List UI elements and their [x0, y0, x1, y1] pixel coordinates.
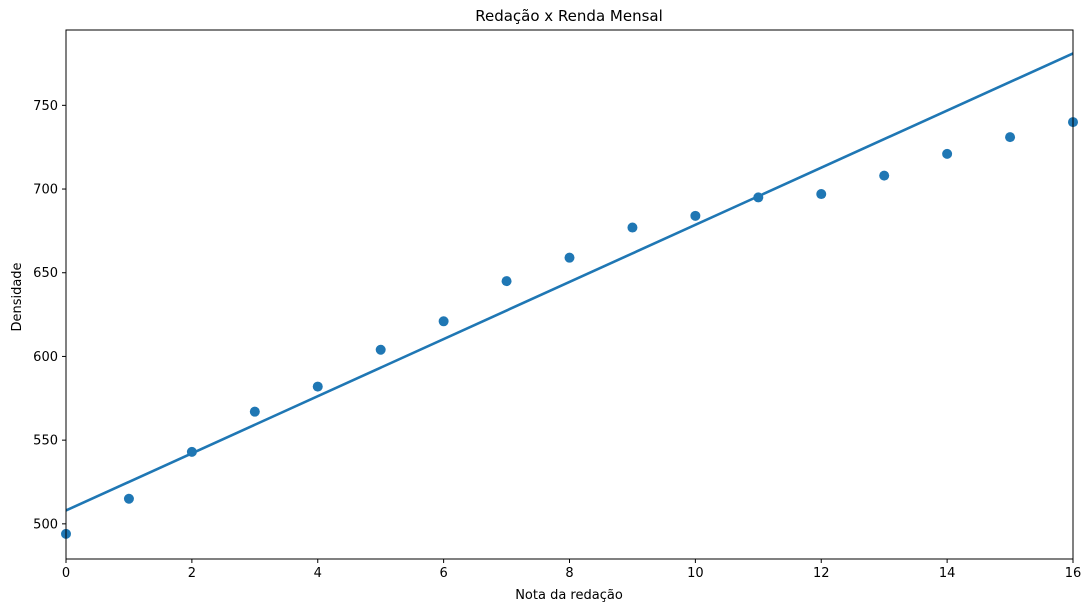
x-tick-label: 14 — [939, 566, 956, 581]
data-point — [438, 316, 449, 327]
y-tick-label: 650 — [33, 266, 58, 281]
x-tick-label: 12 — [813, 566, 830, 581]
plot-content — [66, 52, 1073, 512]
data-point — [753, 192, 764, 203]
y-axis-label: Densidade — [10, 262, 25, 331]
plot-area: 0 2 4 6 8 10 12 14 16 500 550 600 650 700 750 — [33, 29, 1082, 581]
x-tick-label: 6 — [439, 566, 447, 581]
data-point — [942, 148, 953, 159]
data-point — [312, 381, 323, 392]
y-tick-label: 500 — [33, 517, 58, 532]
axes-frame — [65, 29, 1074, 560]
data-point — [186, 446, 197, 457]
data-point — [690, 210, 701, 221]
data-point — [1005, 132, 1016, 143]
x-tick-label: 4 — [314, 566, 322, 581]
data-point — [375, 344, 386, 355]
data-point — [249, 406, 260, 417]
x-axis-label: Nota da redação — [515, 588, 623, 603]
data-point — [879, 170, 890, 181]
y-tick-label: 600 — [33, 350, 58, 365]
y-tick-label: 750 — [33, 99, 58, 114]
data-point — [627, 222, 638, 233]
y-tick-label: 550 — [33, 434, 58, 449]
x-tick-label: 0 — [62, 566, 70, 581]
chart-title: Redação x Renda Mensal — [475, 7, 663, 25]
data-point — [816, 189, 827, 200]
regression-line — [66, 52, 1073, 512]
x-tick-label: 2 — [188, 566, 196, 581]
x-tick-label: 10 — [687, 566, 704, 581]
x-tick-label: 16 — [1065, 566, 1082, 581]
data-point — [501, 276, 512, 287]
x-tick-label: 8 — [565, 566, 573, 581]
y-tick-label: 700 — [33, 183, 58, 198]
data-point — [123, 493, 134, 504]
data-point — [564, 252, 575, 263]
